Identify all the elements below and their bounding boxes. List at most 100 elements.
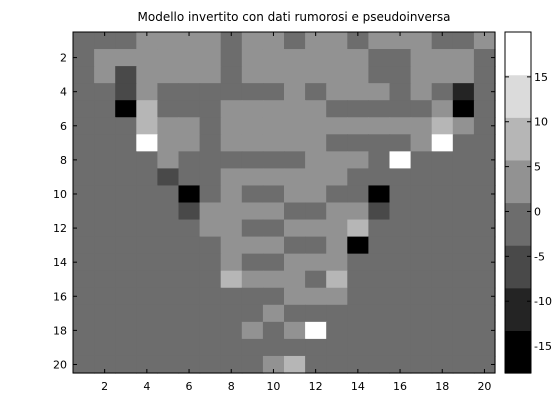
heatmap-cell: [326, 287, 348, 306]
heatmap-cell: [347, 100, 369, 118]
heatmap-cell: [136, 32, 158, 50]
heatmap-cell: [199, 219, 222, 238]
heatmap-cell: [410, 287, 433, 306]
heatmap-cell: [199, 151, 222, 169]
heatmap-cell: [347, 219, 369, 238]
heatmap-cell: [326, 49, 348, 67]
colorbar-ticks: -15 -10 -5 0 5 10 15: [505, 71, 552, 353]
heatmap-cell: [157, 355, 180, 374]
colorbar-frame: [504, 31, 532, 374]
heatmap-cell: [241, 100, 264, 118]
heatmap-cell: [115, 168, 137, 187]
colorbar-band: [505, 159, 531, 204]
heatmap-cell: [136, 100, 158, 118]
heatmap-cell: [410, 83, 433, 101]
heatmap-cell: [410, 338, 433, 357]
heatmap-cell: [73, 134, 95, 152]
heatmap-cell: [347, 202, 369, 221]
heatmap-cell: [136, 304, 158, 323]
heatmap-cell: [347, 287, 369, 306]
heatmap-cell: [136, 168, 158, 187]
heatmap-cell: [452, 83, 475, 101]
colorbar-tick-label: 5: [534, 161, 541, 174]
heatmap-cell: [305, 83, 327, 101]
heatmap-cell: [305, 321, 327, 340]
heatmap-cell: [431, 32, 454, 50]
y-axis-ticks: 2 4 6 8 10 12 14 16 18 20: [53, 52, 495, 371]
heatmap-cell: [136, 236, 158, 255]
y-tick-label: 20: [53, 358, 67, 371]
heatmap-cell: [262, 134, 285, 152]
heatmap-cell: [73, 32, 95, 50]
heatmap-cell: [94, 270, 116, 289]
plot-frame: [72, 31, 496, 374]
heatmap-cell: [136, 49, 158, 67]
heatmap-cell: [178, 66, 201, 84]
heatmap-cell: [284, 117, 306, 135]
heatmap-cell: [368, 270, 391, 289]
heatmap-cell: [136, 151, 158, 169]
heatmap-cell: [136, 253, 158, 272]
heatmap-cell: [220, 202, 243, 221]
heatmap-cell: [284, 100, 306, 118]
heatmap-cell: [178, 151, 201, 169]
heatmap-cell: [178, 134, 201, 152]
y-tick-label: 18: [53, 324, 67, 337]
heatmap-cell: [73, 151, 95, 169]
heatmap-cell: [136, 134, 158, 152]
heatmap-cell: [305, 253, 327, 272]
heatmap-cell: [347, 304, 369, 323]
heatmap-cell: [284, 32, 306, 50]
heatmap-cell: [326, 338, 348, 357]
heatmap-cell: [368, 219, 391, 238]
heatmap-cell: [199, 185, 222, 204]
heatmap-cell: [368, 355, 391, 374]
heatmap-cell: [431, 83, 454, 101]
heatmap-cell: [73, 355, 95, 374]
heatmap-cell: [157, 49, 180, 67]
heatmap-cell: [241, 355, 264, 374]
heatmap-cell: [473, 83, 496, 101]
heatmap-cell: [262, 321, 285, 340]
heatmap-cell: [431, 270, 454, 289]
heatmap-cell: [157, 338, 180, 357]
heatmap-cell: [389, 151, 412, 169]
heatmap-cell: [178, 100, 201, 118]
heatmap-cell: [262, 66, 285, 84]
heatmap-cell: [220, 355, 243, 374]
heatmap-cell: [94, 321, 116, 340]
heatmap-cell: [473, 168, 496, 187]
x-tick-label: 6: [186, 380, 193, 393]
heatmap-cell: [73, 270, 95, 289]
heatmap-cell: [94, 100, 116, 118]
x-tick-label: 20: [477, 380, 491, 393]
heatmap-cell: [326, 202, 348, 221]
heatmap-cell: [136, 338, 158, 357]
heatmap-cell: [115, 270, 137, 289]
heatmap-cell: [389, 83, 412, 101]
heatmap-cell: [241, 168, 264, 187]
heatmap-cell: [157, 253, 180, 272]
heatmap-cell: [115, 236, 137, 255]
heatmap-cell: [347, 32, 369, 50]
y-tick-label: 4: [60, 86, 67, 99]
colorbar-band: [505, 74, 531, 118]
heatmap-cell: [136, 117, 158, 135]
heatmap-cell: [389, 66, 412, 84]
heatmap-cell: [452, 304, 475, 323]
heatmap-cell: [284, 66, 306, 84]
heatmap-cell: [115, 185, 137, 204]
heatmap-cell: [178, 117, 201, 135]
heatmap-cell: [94, 338, 116, 357]
heatmap-cell: [305, 236, 327, 255]
colorbar-band: [505, 117, 531, 161]
heatmap-cell: [115, 287, 137, 306]
heatmap-cell: [389, 100, 412, 118]
heatmap-cell: [136, 66, 158, 84]
heatmap-cell: [326, 32, 348, 50]
heatmap-cell: [262, 202, 285, 221]
heatmap-cell: [431, 219, 454, 238]
heatmap-cell: [347, 321, 369, 340]
y-tick-label: 16: [53, 290, 67, 303]
heatmap-cell: [199, 32, 222, 50]
